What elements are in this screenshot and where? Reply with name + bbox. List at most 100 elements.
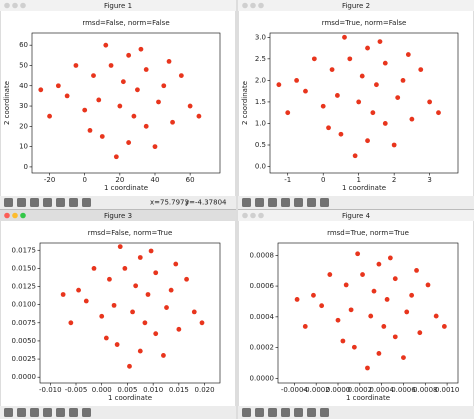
scatter-point [368,313,374,319]
x-tick-label: 2 [392,176,396,184]
scatter-point [114,342,120,347]
toolbar-button[interactable] [320,408,329,417]
scatter-point [343,282,349,288]
y-tick-label: 0.0000 [250,374,275,382]
window-button[interactable] [258,212,264,219]
y-axis-label: 2 coordinate [3,81,11,125]
toolbar-button[interactable] [4,198,13,207]
window-button[interactable] [20,212,26,219]
x-tick-label: 0.0008 [413,386,438,394]
scatter-point [152,144,158,150]
toolbar-button[interactable] [255,408,264,417]
window-button[interactable] [12,212,18,219]
x-tick-label: 0.005 [117,386,137,394]
scatter-point [405,52,411,57]
window-button[interactable] [242,212,248,219]
x-tick-label: 0.015 [169,386,189,394]
y-tick-label: 2.5 [255,55,266,63]
toolbar-button[interactable] [56,408,65,417]
toolbar-button[interactable] [294,408,303,417]
x-axis-label: 1 coordinate [104,184,148,192]
scatter-point [355,251,361,257]
x-axis-label: 1 coordinate [108,394,152,402]
scatter-point [365,365,370,371]
toolbar-button[interactable] [43,198,52,207]
toolbar-button[interactable] [82,408,91,417]
toolbar-button[interactable] [307,408,316,417]
scatter-point [161,83,167,89]
scatter-point [68,320,74,326]
scatter-point [342,34,347,40]
toolbar-button[interactable] [56,198,65,207]
scatter-point [156,99,161,105]
scatter-point [409,292,415,298]
scatter-point [338,131,344,137]
toolbar-button[interactable] [255,198,264,207]
scatter-point [117,103,123,109]
window-button[interactable] [4,2,10,9]
window-button[interactable] [20,2,26,9]
toolbar-button[interactable] [268,408,277,417]
y-tick-label: 3.0 [255,33,266,41]
toolbar-button[interactable] [281,198,290,207]
scatter-point [184,276,189,282]
toolbar-button[interactable] [17,198,26,207]
toolbar-button[interactable] [281,408,290,417]
y-tick-label: 10 [19,143,28,151]
window-button[interactable] [242,2,248,9]
chart-title: rmsd=False, norm=True [88,229,173,237]
toolbar-button[interactable] [307,198,316,207]
x-tick-label: -0.010 [39,386,62,394]
toolbar-button[interactable] [17,408,26,417]
scatter-point [381,324,387,329]
scatter-point [417,330,423,336]
x-tick-label: 0.0004 [369,386,394,394]
scatter-point [199,320,205,326]
window-title: Figure 3 [104,212,132,220]
toolbar-button[interactable] [320,198,329,207]
scatter-point [133,283,139,289]
scatter-point [335,317,341,323]
scatter-point [170,119,175,125]
pointer-x: x=75.7973 [150,199,189,207]
scatter-point [161,353,166,358]
scatter-point [96,97,102,103]
toolbar-button[interactable] [82,198,91,207]
scatter-point [173,261,179,267]
window-button[interactable] [258,2,264,9]
toolbar-button[interactable] [268,198,277,207]
y-tick-label: 20 [19,122,28,130]
x-tick-label: 0 [82,176,86,184]
x-tick-label: 0.020 [195,386,215,394]
toolbar-button[interactable] [30,198,39,207]
toolbar-button[interactable] [242,408,251,417]
toolbar-button[interactable] [294,198,303,207]
scatter-point [142,320,148,326]
toolbar-button[interactable] [43,408,52,417]
x-tick-label: -0.0002 [303,386,330,394]
scatter-point [320,103,326,109]
window-button[interactable] [12,2,18,9]
toolbar-button[interactable] [4,408,13,417]
scatter-point [73,63,79,68]
toolbar-button[interactable] [69,408,78,417]
window-button[interactable] [4,212,10,219]
scatter-point [371,288,377,294]
chart-title: rmsd=False, norm=False [82,19,169,27]
y-tick-label: 0.0000 [12,373,37,381]
scatter-point [176,326,182,332]
window-button[interactable] [250,212,256,219]
scatter-point [418,67,424,73]
plot-frame [269,32,459,174]
scatter-point [137,348,143,354]
scatter-point [191,309,197,315]
window-button[interactable] [250,2,256,9]
scatter-point [122,265,128,271]
scatter-point [365,138,370,144]
chart-title: rmsd=True, norm=False [322,19,407,27]
scatter-point [351,344,357,350]
toolbar-button[interactable] [30,408,39,417]
toolbar-button[interactable] [69,198,78,207]
toolbar-button[interactable] [242,198,251,207]
window [0,209,237,419]
